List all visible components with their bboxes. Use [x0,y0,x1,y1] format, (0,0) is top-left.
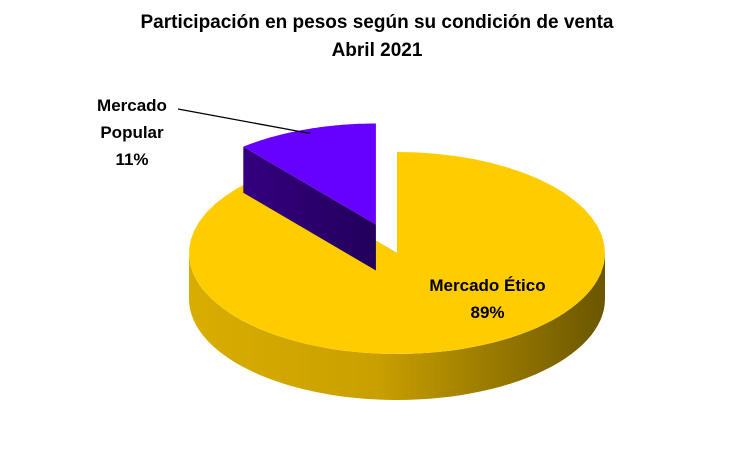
category-label: Mercado Popular [97,96,167,142]
slice-side [243,146,376,271]
category-label: Mercado Ético [429,276,546,295]
value-label: 11% [115,150,149,169]
slice-side [189,253,605,400]
chart-title: Participación en pesos según su condició… [140,12,614,33]
leader-line [177,108,311,135]
chart-subtitle: Abril 2021 [331,40,423,61]
value-label: 89% [470,303,505,322]
slice [243,123,376,225]
